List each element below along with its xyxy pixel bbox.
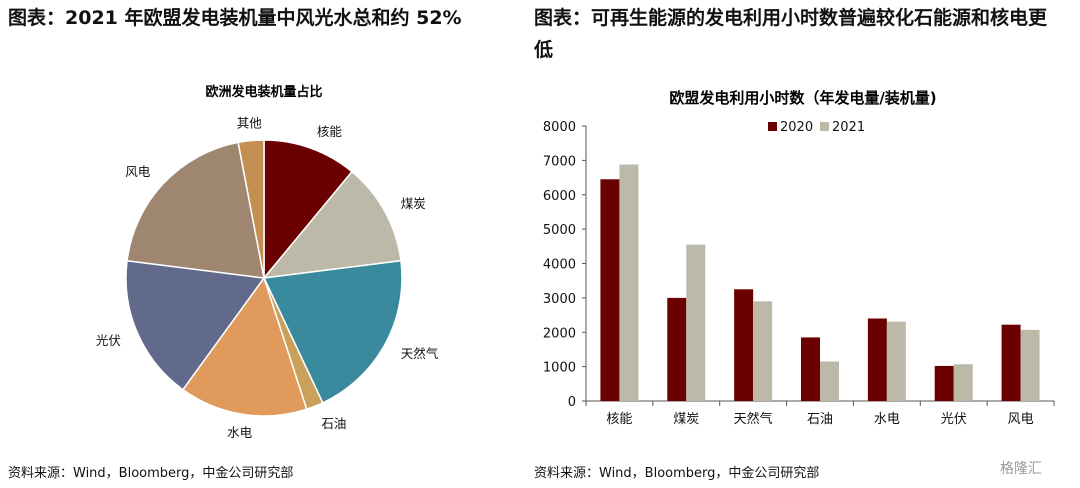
pie-slice-label: 其他 xyxy=(237,116,263,131)
y-tick-label: 5000 xyxy=(543,223,576,238)
pie-slice-1 xyxy=(262,170,402,279)
bar-2021-1 xyxy=(686,244,706,401)
left-panel-title: 图表：2021 年欧盟发电装机量中风光水总和约 52% xyxy=(8,7,462,29)
legend-label: 2021 xyxy=(832,120,865,135)
x-tick-label: 光伏 xyxy=(941,412,967,427)
right-source-note: 资料来源：Wind，Bloomberg，中金公司研究部 xyxy=(534,466,820,481)
pie-slice-label: 光伏 xyxy=(96,333,122,348)
pie-slice-0 xyxy=(263,139,354,281)
pie-slice-label: 石油 xyxy=(321,416,346,431)
legend-swatch-2021 xyxy=(820,122,829,131)
bar-2020-6 xyxy=(1001,324,1021,401)
pie-slice-6 xyxy=(126,141,265,279)
x-tick-label: 石油 xyxy=(807,412,833,427)
pie-slice-label: 风电 xyxy=(125,164,151,179)
bar-2021-3 xyxy=(820,361,839,401)
pie-slice-label: 天然气 xyxy=(401,346,439,361)
legend-swatch-2020 xyxy=(768,122,777,131)
y-tick-label: 8000 xyxy=(543,120,576,135)
x-tick-label: 水电 xyxy=(874,412,900,427)
x-tick-label: 核能 xyxy=(606,412,632,427)
bar-2020-0 xyxy=(600,179,620,401)
pie-slice-5 xyxy=(125,259,266,391)
pie-slice-label: 煤炭 xyxy=(401,196,426,211)
right-panel-title: 图表：可再生能源的发电利用小时数普遍较化石能源和核电更低 xyxy=(534,7,1048,61)
bar-2021-2 xyxy=(753,301,773,401)
x-tick-label: 煤炭 xyxy=(673,412,699,427)
bar-2020-3 xyxy=(801,337,820,401)
pie-slice-2 xyxy=(262,259,403,404)
bar-chart: 欧盟发电利用小时数（年发电量/装机量) 2020 2021 0 1000 2000 3000… xyxy=(543,89,1055,427)
left-source-note: 资料来源：Wind，Bloomberg，中金公司研究部 xyxy=(8,466,294,481)
x-tick-label: 风电 xyxy=(1008,412,1034,427)
pie-slice-label: 核能 xyxy=(317,124,343,139)
bar-2020-2 xyxy=(734,289,754,401)
pie-slice-4 xyxy=(181,276,308,417)
y-tick-label: 7000 xyxy=(543,154,576,169)
pie-slice-7 xyxy=(237,139,265,279)
bar-chart-title: 欧盟发电利用小时数（年发电量/装机量) xyxy=(669,89,936,107)
y-tick-label: 3000 xyxy=(543,292,576,307)
pie-slice-label: 水电 xyxy=(227,425,253,440)
pie-chart-title: 欧洲发电装机量占比 xyxy=(205,84,322,100)
bar-2021-5 xyxy=(953,364,973,401)
legend-label: 2020 xyxy=(780,120,813,135)
y-tick-label: 4000 xyxy=(543,258,576,273)
bar-2020-4 xyxy=(867,318,887,401)
watermark-logo: 格隆汇 xyxy=(1000,461,1042,477)
bar-2020-5 xyxy=(934,365,954,401)
bar-2021-6 xyxy=(1020,329,1040,401)
bar-2021-4 xyxy=(886,321,906,401)
y-tick-label: 0 xyxy=(568,395,576,410)
bar-2021-0 xyxy=(619,164,639,401)
y-tick-label: 1000 xyxy=(543,361,576,376)
bar-2020-1 xyxy=(667,297,687,401)
y-tick-label: 6000 xyxy=(543,189,576,204)
x-tick-label: 天然气 xyxy=(734,411,773,427)
y-tick-label: 2000 xyxy=(543,326,576,341)
